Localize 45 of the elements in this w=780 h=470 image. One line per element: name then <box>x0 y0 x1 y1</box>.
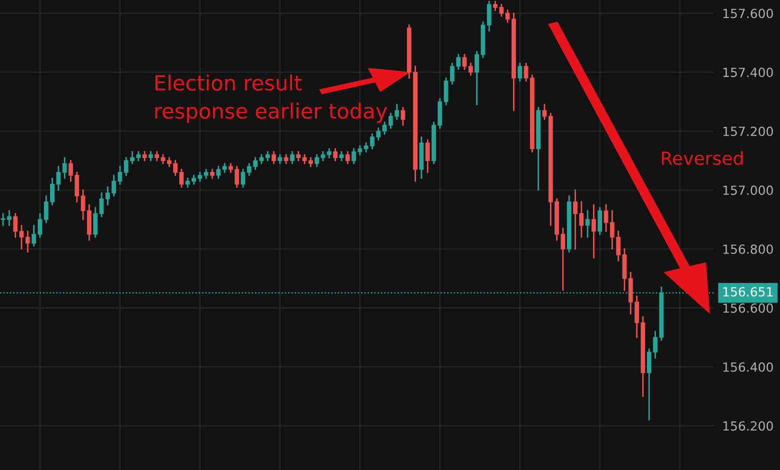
candlestick <box>32 224 36 247</box>
candlestick <box>216 166 221 179</box>
candlestick <box>560 228 566 291</box>
candlestick <box>314 154 320 168</box>
candlestick <box>118 166 122 185</box>
candlestick <box>524 62 528 82</box>
candlestick <box>179 168 184 188</box>
candlestick <box>474 50 480 106</box>
candlestick <box>585 210 590 238</box>
y-tick-label: 156.600 <box>723 303 773 313</box>
ref-line-label: 156.651 <box>723 287 773 297</box>
candlestick <box>38 212 42 238</box>
candlestick <box>290 151 294 164</box>
candlestick <box>345 151 350 164</box>
annotation: Election result response earlier today <box>155 74 388 123</box>
candlestick <box>382 122 387 135</box>
candlestick <box>56 166 61 191</box>
candlestick <box>468 62 473 76</box>
y-tick-label: 156.800 <box>723 244 773 254</box>
y-tick-label: 157.200 <box>723 126 773 136</box>
y-tick-label: 156.200 <box>723 421 773 431</box>
candlestick <box>93 207 98 238</box>
candlestick <box>486 0 492 32</box>
candlestick <box>25 230 30 253</box>
y-tick-label: 157.600 <box>723 8 773 18</box>
annotation: Reversed <box>662 151 743 166</box>
candlestick <box>62 156 67 179</box>
candlestick <box>592 204 596 259</box>
candlestick <box>425 139 430 174</box>
candlestick <box>99 192 104 218</box>
candlestick <box>518 62 522 82</box>
candlestick <box>622 248 627 291</box>
candlestick <box>272 151 276 164</box>
candlestick <box>333 148 338 162</box>
candlestick <box>604 204 608 232</box>
candlestick <box>400 106 406 126</box>
y-tick-label: 156.400 <box>723 362 773 372</box>
candlestick <box>13 212 18 238</box>
candlestick <box>462 54 467 70</box>
y-tick-label: 157.400 <box>723 68 773 78</box>
candlestick <box>240 168 246 188</box>
y-tick-label: 157.000 <box>723 186 773 195</box>
candlestick <box>542 104 547 120</box>
candlestick <box>598 207 602 235</box>
candlestick <box>19 224 24 250</box>
